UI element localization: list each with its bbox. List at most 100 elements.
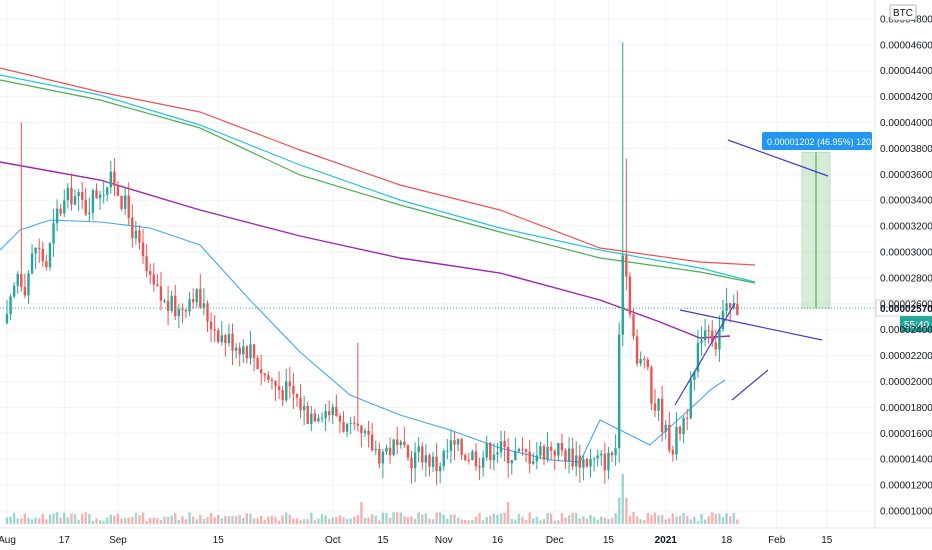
candle-body	[267, 375, 270, 380]
volume-bar	[396, 512, 399, 524]
volume-bar	[23, 513, 27, 524]
volume-bar	[517, 513, 521, 524]
candle-body	[274, 381, 277, 387]
candle-body	[582, 459, 585, 468]
volume-bar	[417, 512, 420, 524]
candle-body	[532, 461, 535, 464]
candle-body	[134, 230, 138, 239]
volume-bar	[224, 515, 227, 524]
volume-bar	[120, 518, 123, 524]
candle-body	[70, 187, 73, 205]
volume-bar	[52, 513, 55, 524]
volume-bar	[582, 516, 585, 524]
drawings[interactable]: 0.00002570 55:40 0.00001202 (46.95%) 1202	[0, 132, 932, 406]
volume-bar	[539, 520, 542, 524]
volume-bar	[514, 519, 517, 524]
volume-bar	[478, 512, 481, 524]
volume-bar	[66, 517, 70, 524]
candle-body	[707, 330, 710, 332]
candle-body	[686, 417, 689, 419]
candle-body	[138, 230, 141, 243]
volume-bar	[199, 514, 202, 524]
candle-body	[575, 455, 578, 467]
volume-bar	[728, 516, 732, 524]
volume-bar	[320, 514, 324, 524]
candle-body	[643, 359, 646, 361]
volume-bar	[302, 519, 306, 524]
x-tick-label: Oct	[325, 535, 341, 546]
candle-body	[711, 330, 714, 343]
candle-body	[431, 456, 435, 467]
candle-body	[703, 330, 707, 341]
candle-body	[721, 310, 725, 330]
volume-bar	[610, 517, 614, 524]
price-axis[interactable]: 0.00001000 0.00001200 0.00001400 0.00001600…	[880, 14, 932, 517]
volume-bar	[703, 519, 707, 524]
time-axis[interactable]: Aug 17 Sep 15 Oct 15 Nov 16 Dec 15 2021 18 Feb 15	[0, 535, 833, 546]
candle-body	[464, 455, 467, 460]
candle-body	[453, 440, 456, 445]
candle-body	[202, 303, 206, 308]
candle-body	[600, 453, 603, 456]
candle-body	[242, 346, 245, 355]
candle-body	[481, 457, 485, 468]
candle-body	[410, 457, 413, 469]
candle-body	[141, 242, 145, 257]
candle-body	[521, 448, 524, 450]
candle-body	[149, 271, 152, 275]
measure-label-box	[762, 132, 872, 150]
volume-bar	[317, 518, 320, 524]
candle-body	[614, 448, 617, 456]
candle-body	[557, 443, 560, 456]
volume-bar	[313, 520, 317, 524]
candle-body	[675, 426, 678, 455]
volume-bar	[528, 512, 531, 524]
volume-bar	[585, 518, 589, 524]
x-tick-label: 16	[492, 535, 504, 546]
volume-bar	[5, 517, 9, 524]
volume-bar	[217, 514, 220, 524]
candle-body	[442, 451, 445, 467]
volume-bar	[693, 517, 696, 524]
x-tick-label: 18	[721, 535, 733, 546]
volume-bar	[267, 516, 270, 524]
volume-bar	[127, 517, 130, 524]
volume-bar	[438, 512, 442, 524]
volume-bar	[507, 502, 510, 524]
candle-body	[460, 439, 463, 456]
volume-bar	[181, 516, 184, 524]
ma-blue-line	[0, 219, 726, 463]
volume-bar	[431, 519, 435, 524]
candle-body	[324, 411, 327, 418]
candle-body	[514, 451, 517, 461]
candle-body	[48, 243, 52, 268]
volume-bar	[660, 514, 664, 524]
candle-body	[84, 199, 87, 215]
volume-bar	[91, 520, 95, 524]
candle-body	[428, 455, 431, 467]
volume-bar	[38, 518, 41, 524]
candle-body	[646, 359, 650, 368]
candle-body	[592, 458, 596, 460]
volume-bar	[617, 498, 621, 524]
candle-body	[23, 287, 27, 296]
candle-body	[317, 418, 320, 422]
volume-bar	[374, 515, 377, 524]
volume-bar	[295, 518, 299, 524]
y-tick-label: 0.00002800	[880, 273, 932, 284]
volume-bar	[721, 516, 725, 524]
volume-bar	[560, 513, 564, 524]
candle-body	[259, 369, 263, 374]
volume-bar	[668, 518, 671, 524]
volume-bar	[592, 516, 596, 524]
volume-bar	[442, 515, 445, 524]
volume-bar	[9, 516, 12, 524]
volume-bar	[328, 519, 331, 524]
candle-body	[528, 451, 531, 464]
measure-label: 0.00001202 (46.95%) 1202	[767, 137, 876, 147]
y-tick-label: 0.00003800	[880, 144, 932, 155]
volume-bar	[578, 518, 581, 524]
candle-body	[617, 334, 621, 449]
candle-body	[252, 344, 256, 359]
